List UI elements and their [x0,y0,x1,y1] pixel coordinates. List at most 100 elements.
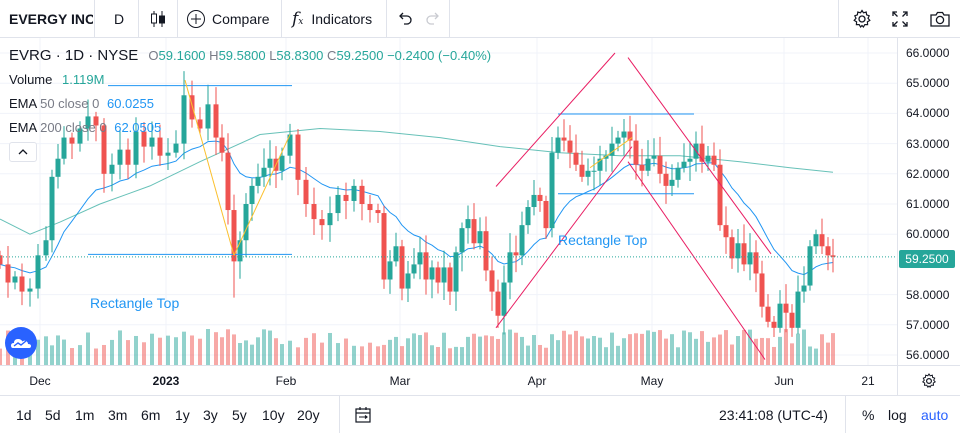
legend-ema200-value: 62.0505 [114,120,162,135]
volume-bar [368,342,372,365]
date-range-button[interactable] [354,396,372,433]
chart-type-button[interactable] [149,0,167,37]
price-chart[interactable] [0,38,897,365]
candle-body [417,252,423,265]
redo-icon [426,12,439,25]
range-button-5y[interactable]: 5y [232,406,247,423]
candle-body [489,270,495,292]
candle-body [441,267,447,283]
range-button-20y[interactable]: 20y [297,406,320,423]
time-tick-label: Apr [527,374,547,388]
price-scale[interactable]: 66.0000 65.0000 64.0000 63.0000 62.0000 61.00… [897,38,960,365]
candle-body [591,170,597,172]
candle-body [117,149,123,165]
volume-bar [754,338,758,365]
legend-volume-row[interactable]: Volume 1.119M [9,72,104,87]
watermark-logo[interactable] [5,327,37,359]
candle-body [343,194,349,201]
range-button-5d[interactable]: 5d [45,406,61,423]
time-tick-label: Dec [29,374,51,388]
volume-bar [502,332,506,365]
candle-body [525,207,531,226]
candle-body [549,152,555,229]
scale-settings-button[interactable] [897,366,960,395]
range-button-3m[interactable]: 3m [108,406,128,423]
chart-plot-area[interactable]: EVRG · 1D · NYSE O59.1600 H59.5800 L58.8… [0,38,897,365]
legend-close: 59.2500 [336,48,384,63]
candle-body [507,252,513,283]
volume-bar [802,329,806,365]
symbol-search[interactable]: EVERGY INC [9,0,93,37]
toolbar-divider [838,0,839,37]
candle-body [77,128,83,144]
candle-body [459,228,465,253]
volume-bar [296,347,300,365]
range-button-1m[interactable]: 1m [75,406,95,423]
volume-bar [748,329,752,365]
indicators-button[interactable]: fx Indicators [292,0,372,37]
volume-bar [796,333,800,365]
time-tick-label: Jun [774,374,794,388]
volume-bar [580,336,584,365]
clock[interactable]: 23:41:08 (UTC-4) [719,406,828,423]
pattern-label-rectangle-top[interactable]: Rectangle Top [558,232,648,248]
volume-bar [616,345,620,365]
interval-button[interactable]: D [114,0,124,37]
volume-bar [62,339,66,365]
volume-bar [174,337,178,365]
volume-bar [718,334,722,365]
candle-body [93,116,99,126]
volume-bar [610,332,614,365]
candle-body [55,158,61,177]
range-button-3y[interactable]: 3y [203,406,218,423]
range-button-1d[interactable]: 1d [16,406,32,423]
legend-collapse-button[interactable] [9,142,37,162]
range-button-6m[interactable]: 6m [141,406,161,423]
volume-bar [766,338,770,365]
screenshot-button[interactable] [929,0,951,37]
time-scale[interactable]: Dec 2023 Feb Mar Apr May Jun 21 [0,365,960,395]
fullscreen-button[interactable] [891,0,909,37]
candle-body [435,267,441,283]
legend-volume-value: 1.119M [62,72,105,87]
candle-body [49,176,55,241]
legend-low-label: L [269,48,277,63]
undo-button[interactable] [396,0,414,37]
pattern-label-rectangle-top[interactable]: Rectangle Top [90,295,180,311]
candle-body [359,185,365,204]
range-button-10y[interactable]: 10y [262,406,285,423]
gear-icon [853,8,871,28]
volume-bar [134,335,138,365]
legend-ema50-row[interactable]: EMA 50 close 0 60.0255 [9,96,154,111]
candle-body [61,137,67,159]
range-button-1y[interactable]: 1y [175,406,190,423]
volume-bar [166,335,170,365]
volume-bar [604,347,608,365]
redo-button[interactable] [424,0,442,37]
symbol-label: EVERGY INC [9,10,93,27]
volume-bar [142,342,146,365]
volume-bar [406,338,410,365]
toolbar-divider [386,0,387,37]
settings-button[interactable] [852,0,872,37]
volume-bar [658,330,662,365]
candle-body [393,246,399,262]
log-scale-toggle[interactable]: log [888,406,907,423]
trend-line [233,134,291,256]
bottom-toolbar: 23:41:08 (UTC-4) % log auto 1d 5d 1m 3m 6m 1y… [0,395,960,433]
volume-bar [206,329,210,365]
percent-scale-toggle[interactable]: % [862,406,875,423]
legend-ema50-value: 60.0255 [106,96,154,111]
volume-bar [460,347,464,365]
top-toolbar: EVERGY INC D Compare fx Indicators [0,0,960,38]
legend-ema200-row[interactable]: EMA 200 close 0 62.0505 [9,120,161,135]
auto-scale-toggle[interactable]: auto [921,406,949,423]
compare-button[interactable]: Compare [186,0,270,37]
time-tick-label: Mar [389,374,411,388]
volume-bar [520,336,524,365]
volume-bar [820,334,824,365]
volume-bar [730,344,734,365]
volume-bar [50,345,54,365]
price-tick-label: 62.0000 [906,166,950,181]
candle-body [101,125,107,174]
